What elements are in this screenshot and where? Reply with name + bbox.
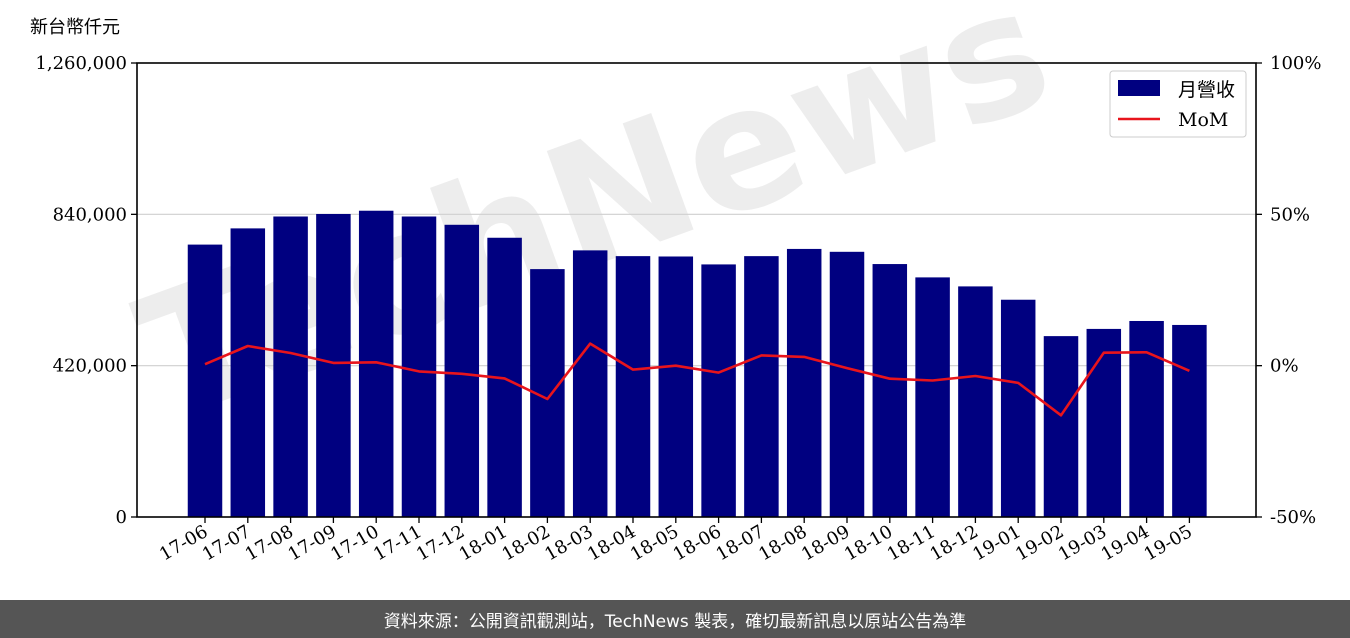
mom-line <box>204 342 1190 417</box>
mom-series-line <box>204 342 1190 417</box>
bar-19-03 <box>1086 328 1122 517</box>
left-tick-label: 0 <box>116 507 127 528</box>
bar-19-02 <box>1043 336 1079 517</box>
bar-17-12 <box>444 224 480 518</box>
bar-18-06 <box>701 264 736 517</box>
x-tick-label: 17-06 <box>156 521 211 565</box>
legend-bar-swatch <box>1118 80 1160 96</box>
x-tick-label: 19-04 <box>1098 521 1153 565</box>
bar-19-04 <box>1129 320 1164 517</box>
bar-18-12 <box>958 286 993 517</box>
source-footer: 資料來源：公開資訊觀測站，TechNews 製表，確切最新訊息以原站公告為準 <box>0 600 1350 638</box>
right-tick-label: -50% <box>1270 507 1316 528</box>
bar-17-08 <box>273 216 308 517</box>
left-tick-label: 840,000 <box>53 204 127 225</box>
legend-label-mom: MoM <box>1178 109 1228 131</box>
bar-19-01 <box>1000 299 1036 517</box>
x-tick-label: 18-09 <box>798 521 853 565</box>
x-tick-label: 18-03 <box>541 521 596 565</box>
right-tick-label: 50% <box>1270 204 1310 225</box>
x-tick-label: 18-07 <box>712 521 767 565</box>
bars <box>187 210 1207 518</box>
revenue-chart: TechNews 0420,000840,0001,260,000-50%0%5… <box>30 0 1321 565</box>
legend: 月營收 MoM <box>1109 70 1247 138</box>
plot-frame <box>136 62 1257 518</box>
x-tick-label: 18-12 <box>926 521 981 565</box>
x-tick-label: 17-07 <box>199 521 254 565</box>
x-tick-label: 19-02 <box>1012 521 1067 565</box>
x-tick-label: 17-08 <box>242 521 297 565</box>
bar-18-05 <box>658 256 694 517</box>
x-tick-label: 17-09 <box>284 521 339 565</box>
y-axis-unit-label: 新台幣仟元 <box>30 17 120 38</box>
bar-18-03 <box>572 250 608 517</box>
bar-18-10 <box>872 264 908 517</box>
bar-18-11 <box>915 277 950 517</box>
x-tick-label: 19-03 <box>1055 521 1110 565</box>
bar-18-09 <box>829 251 865 518</box>
x-tick-label: 18-01 <box>456 521 511 565</box>
x-tick-label: 18-04 <box>584 521 639 565</box>
x-tick-label: 19-05 <box>1140 521 1195 565</box>
x-tick-label: 17-10 <box>327 521 382 565</box>
x-tick-label: 17-12 <box>413 521 468 565</box>
right-tick-label: 0% <box>1270 356 1299 377</box>
left-tick-label: 420,000 <box>53 356 127 377</box>
bar-18-07 <box>744 256 779 517</box>
x-tick-label: 19-01 <box>969 521 1024 565</box>
x-tick-label: 18-02 <box>498 521 553 565</box>
left-tick-label: 1,260,000 <box>35 53 127 74</box>
x-tick-label: 17-11 <box>370 521 425 565</box>
bar-17-07 <box>230 228 266 517</box>
bar-17-09 <box>316 213 351 517</box>
x-tick-label: 18-08 <box>755 521 810 565</box>
bar-19-05 <box>1172 324 1207 517</box>
legend-label-revenue: 月營收 <box>1178 79 1235 101</box>
x-tick-label: 18-06 <box>670 521 725 565</box>
bar-18-08 <box>786 248 822 517</box>
x-tick-label: 18-11 <box>884 521 939 565</box>
bar-17-06 <box>187 244 223 517</box>
x-tick-label: 18-05 <box>627 521 682 565</box>
bar-17-11 <box>401 216 437 517</box>
x-tick-label: 18-10 <box>841 521 896 565</box>
bar-18-04 <box>615 256 651 517</box>
right-tick-label: 100% <box>1270 53 1321 74</box>
